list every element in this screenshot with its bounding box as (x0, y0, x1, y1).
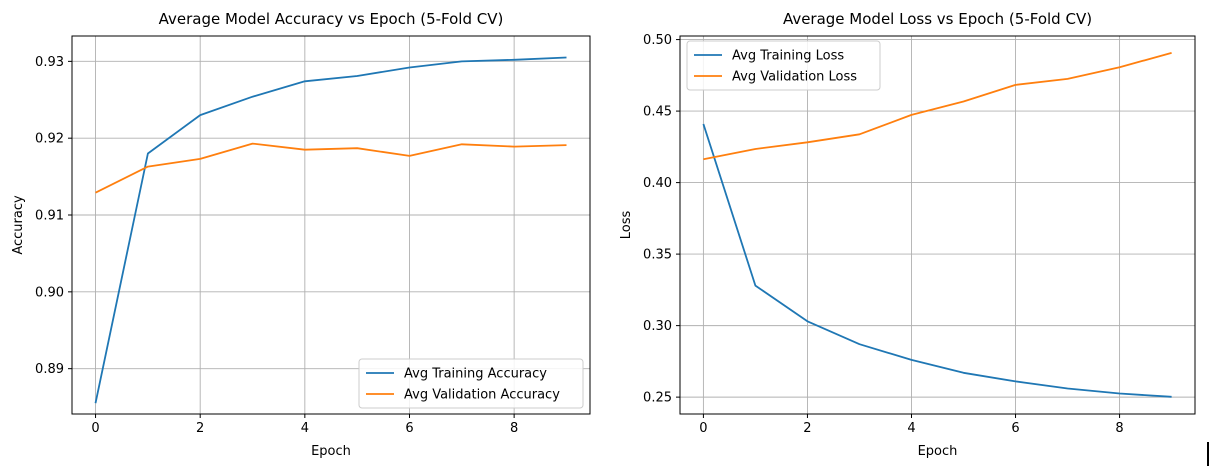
x-tick-label: 6 (1011, 421, 1019, 436)
series-line-1 (702, 123, 1172, 398)
plot-frame (679, 35, 1196, 415)
y-tick-label: 0.40 (643, 176, 672, 191)
y-tick-label: 0.93 (35, 55, 64, 70)
y-tick-label: 0.89 (35, 362, 64, 377)
y-tick-label: 0.90 (35, 285, 64, 300)
legend: Avg Training Loss Avg Validation Loss (686, 40, 881, 91)
chart-title: Average Model Loss vs Epoch (5-Fold CV) (783, 10, 1092, 28)
chart-title: Average Model Accuracy vs Epoch (5-Fold … (159, 10, 504, 28)
x-tick-label: 0 (91, 421, 99, 436)
y-tick-label: 0.35 (643, 248, 672, 263)
series-line-2 (95, 142, 567, 194)
x-axis-label: Epoch (918, 444, 958, 459)
y-tick-label: 0.25 (643, 391, 672, 406)
x-tick-label: 4 (301, 421, 309, 436)
x-tick-label: 2 (803, 421, 811, 436)
legend-box (358, 358, 584, 409)
x-tick-label: 8 (510, 421, 518, 436)
legend-box (686, 40, 881, 91)
text-cursor-mark (1207, 442, 1209, 466)
legend: Avg Training Accuracy Avg Validation Accu… (358, 358, 584, 409)
plot-frame (71, 35, 591, 415)
x-tick-label: 6 (405, 421, 413, 436)
legend-label-1: Avg Training Accuracy (404, 367, 547, 382)
legend-label-2: Avg Validation Loss (732, 70, 857, 85)
y-tick-label: 0.91 (35, 209, 64, 224)
y-tick-label: 0.30 (643, 319, 672, 334)
y-tick-label: 0.50 (643, 33, 672, 48)
series-line-1 (94, 56, 567, 404)
chart-2: 0 2 4 6 8 0.25 0.30 0.35 0.40 0.45 0.50 Average Mod… (619, 10, 1196, 459)
x-tick-label: 4 (907, 421, 915, 436)
y-tick-label: 0.92 (35, 132, 64, 147)
y-axis-label: Accuracy (11, 195, 26, 255)
y-axis-label: Loss (619, 211, 634, 240)
legend-label-1: Avg Training Loss (732, 49, 844, 64)
chart-1: 0 2 4 6 8 0.89 0.90 0.91 0.92 0.93 Average Model A… (11, 10, 591, 459)
legend-label-2: Avg Validation Accuracy (404, 388, 560, 403)
x-tick-label: 8 (1115, 421, 1123, 436)
y-tick-label: 0.45 (643, 105, 672, 120)
x-axis-label: Epoch (311, 444, 351, 459)
x-tick-label: 0 (699, 421, 707, 436)
x-tick-label: 2 (196, 421, 204, 436)
series-line-2 (703, 52, 1172, 161)
